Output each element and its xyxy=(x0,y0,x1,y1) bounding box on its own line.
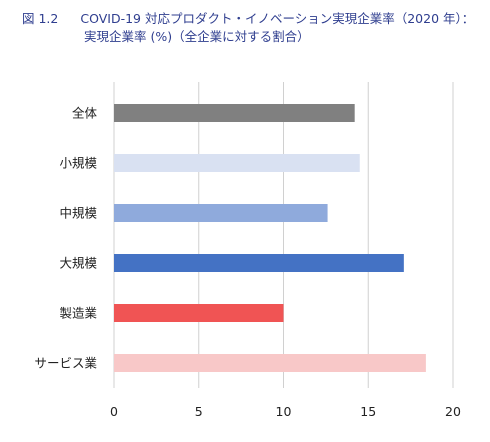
category-label: 全体 xyxy=(72,106,98,121)
x-tick-labels: 0 5 10 15 20 xyxy=(110,404,461,419)
chart-subtitle: 実現企業率 (%)（全企業に対する割合） xyxy=(84,29,310,44)
title-line-1: 図 1.2 COVID-19 対応プロダクト・イノベーション実現企業率（2020 … xyxy=(22,10,482,28)
bar-4 xyxy=(114,304,284,322)
category-label: 大規模 xyxy=(59,256,97,271)
bar-0 xyxy=(114,104,355,122)
x-tick-label: 5 xyxy=(195,404,203,419)
gridlines xyxy=(113,82,454,388)
x-tick-label: 15 xyxy=(360,404,376,419)
category-label: サービス業 xyxy=(34,356,97,371)
chart-title-block: 図 1.2 COVID-19 対応プロダクト・イノベーション実現企業率（2020 … xyxy=(22,10,482,46)
x-tick-label: 10 xyxy=(276,404,292,419)
bar-1 xyxy=(114,154,360,172)
category-label: 小規模 xyxy=(59,156,97,171)
bar-2 xyxy=(114,204,328,222)
x-tick-label: 20 xyxy=(445,404,461,419)
bar-5 xyxy=(114,354,426,372)
x-tick-label: 0 xyxy=(110,404,118,419)
bar-3 xyxy=(114,254,404,272)
figure-number: 図 1.2 xyxy=(22,11,59,26)
category-label: 中規模 xyxy=(59,206,97,221)
chart-title: COVID-19 対応プロダクト・イノベーション実現企業率（2020 年）： xyxy=(80,11,475,26)
category-label: 製造業 xyxy=(59,306,97,321)
bars xyxy=(114,104,426,372)
